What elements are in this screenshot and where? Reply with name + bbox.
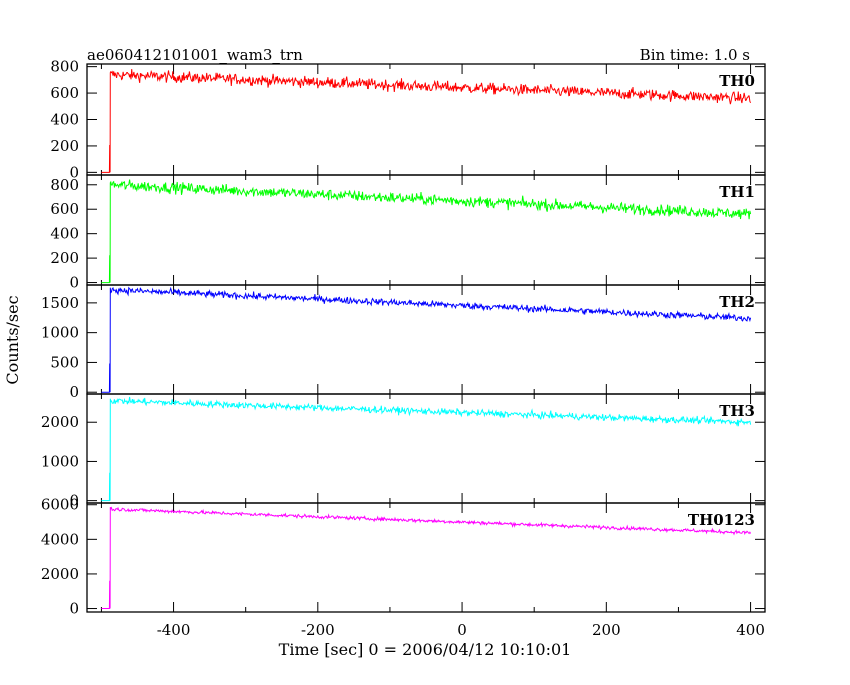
panel-th2: 0 500 1000 1500 TH2 [41,284,766,401]
y-tick-label: 200 [50,137,79,155]
y-tick-label: 0 [69,383,79,401]
series-label: TH0 [719,72,755,90]
y-axis-title: Counts/sec [3,295,22,384]
y-tick-label: 6000 [41,496,79,514]
y-tick-label: 600 [50,84,79,102]
panel-th3: 0 1000 2000 TH3 [41,393,766,510]
panel-th0: 0 200 400 600 800 TH0 [50,58,766,181]
x-tick-label: -400 [157,621,191,639]
y-tick-label: 400 [50,225,79,243]
y-tick-label: 1000 [41,324,79,342]
x-tick-label: 200 [592,621,621,639]
panels-group: 0 200 400 600 800 TH0 0 200 400 600 800 TH1 0 500 1000… [41,58,766,639]
series-line-th2 [101,286,752,393]
y-tick-label: 0 [69,492,79,510]
y-tick-label: 200 [50,249,79,267]
y-tick-label: 1000 [41,452,79,470]
y-tick-label: 800 [50,176,79,194]
y-tick-label: 2000 [41,565,79,583]
panel-frame [86,393,766,504]
chart-title: ae060412101001_wam3_trn [87,46,303,64]
series-line-th1 [101,179,752,284]
series-line-th3 [101,396,752,502]
series-line-th0123 [101,506,752,609]
panel-frame [86,174,766,286]
y-tick-label: 600 [50,200,79,218]
y-tick-label: 0 [69,600,79,618]
y-tick-label: 500 [50,353,79,371]
y-tick-label: 800 [50,58,79,76]
series-label: TH0123 [688,511,755,529]
series-line-th0 [101,69,752,173]
y-tick-label: 0 [69,274,79,292]
x-tick-label: 0 [457,621,467,639]
panel-frame [86,502,766,613]
series-label: TH2 [719,293,755,311]
bin-time-label: Bin time: 1.0 s [640,46,750,64]
panel-th0123: 0 2000 4000 6000 TH0123 [41,496,766,618]
y-tick-label: 400 [50,111,79,129]
series-label: TH3 [719,402,755,420]
panel-frame [86,63,766,176]
y-tick-label: 4000 [41,530,79,548]
series-label: TH1 [719,183,755,201]
x-tick-label: 400 [736,621,765,639]
y-tick-label: 2000 [41,413,79,431]
y-tick-label: 0 [69,163,79,181]
x-axis-title: Time [sec] 0 = 2006/04/12 10:10:01 [279,640,572,659]
x-tick-label: -200 [301,621,335,639]
panel-frame [86,284,766,395]
panel-th1: 0 200 400 600 800 TH1 [50,174,766,292]
y-tick-label: 1500 [41,294,79,312]
